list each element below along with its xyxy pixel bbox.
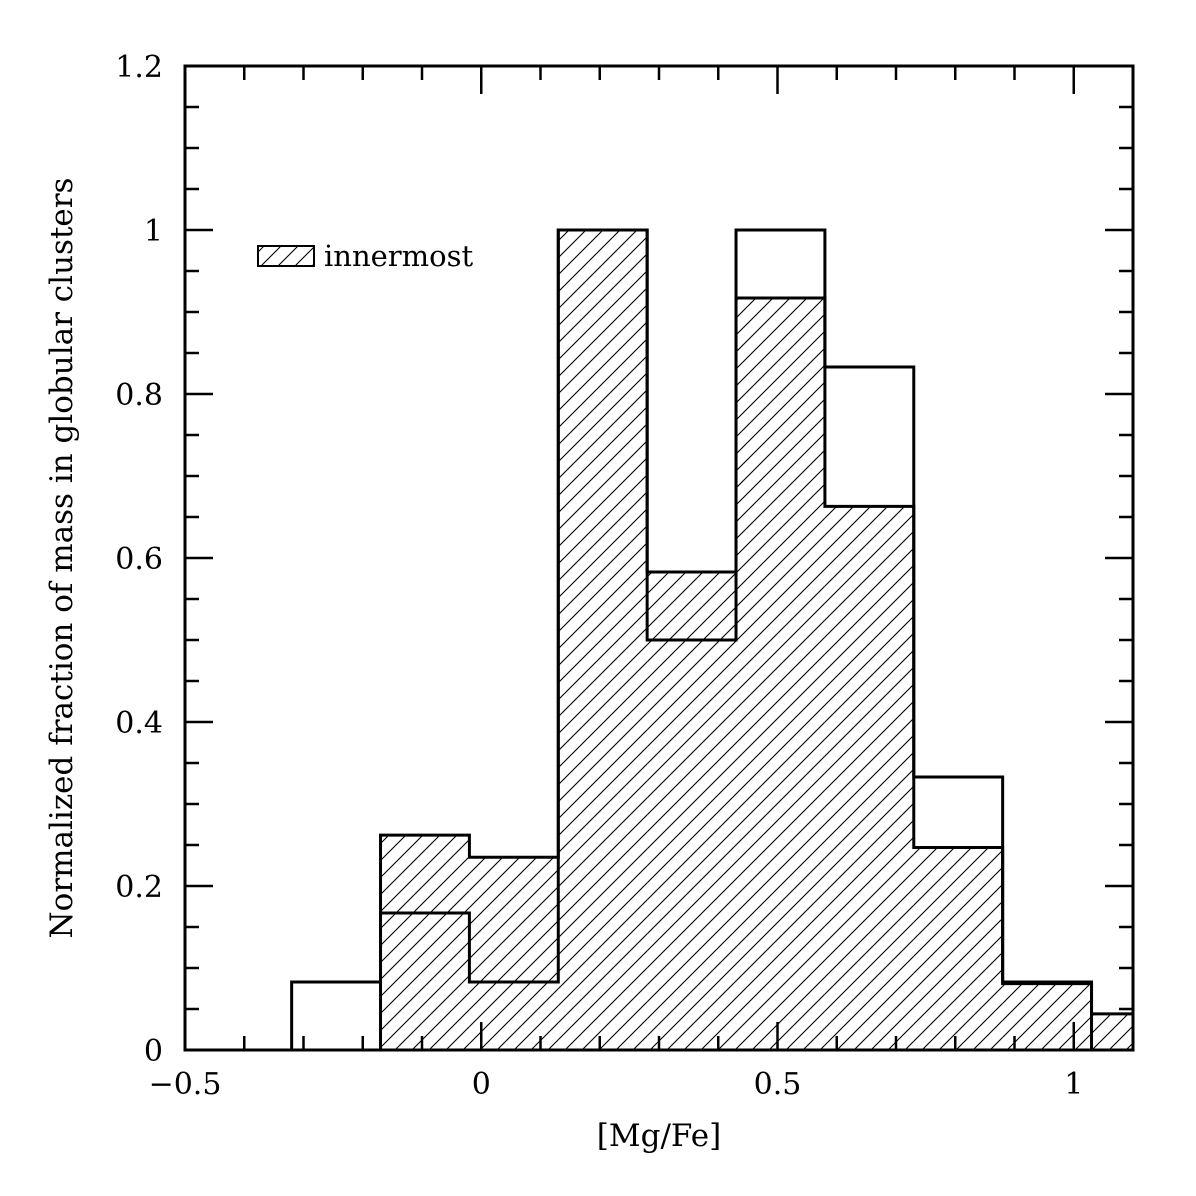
x-tick-label: −0.5: [149, 1067, 222, 1102]
legend-label-innermost: innermost: [324, 239, 473, 273]
legend-swatch-innermost: [257, 245, 315, 267]
bar-innermost-1: [469, 857, 559, 1050]
x-tick-label: 0.5: [754, 1067, 802, 1102]
bar-innermost-8: [1091, 1013, 1133, 1050]
series-outline-comparison: [290, 228, 1094, 1050]
series-outline-innermost: [379, 228, 1133, 1050]
y-tick-label: 0.8: [115, 378, 163, 413]
x-tick-label: 1: [1064, 1067, 1083, 1102]
y-tick-label: 0: [144, 1034, 163, 1069]
bar-innermost-7: [1002, 983, 1092, 1050]
y-tick-label: 0.2: [115, 870, 163, 905]
y-tick-label: 0.4: [115, 706, 163, 741]
bar-innermost-6: [913, 847, 1003, 1050]
tick-labels: −0.5 0 0.5 100.20.40.60.811.2: [115, 50, 1083, 1102]
y-tick-label: 1: [144, 214, 163, 249]
x-tick-label: 0: [472, 1067, 491, 1102]
y-axis-label: Normalized fraction of mass in globular …: [44, 178, 80, 939]
bar-innermost-4: [736, 298, 825, 1050]
legend: innermost: [257, 239, 473, 273]
x-axis-label: [Mg/Fe]: [597, 1118, 721, 1154]
histogram-bars: [290, 228, 1133, 1050]
axis-ticks: [183, 64, 1135, 1052]
y-tick-label: 0.6: [115, 542, 163, 577]
bar-innermost-0: [380, 835, 470, 1050]
bar-innermost-5: [824, 506, 914, 1050]
y-tick-label: 1.2: [115, 50, 163, 85]
bar-innermost-2: [558, 230, 648, 1050]
bar-innermost-3: [647, 571, 737, 1050]
